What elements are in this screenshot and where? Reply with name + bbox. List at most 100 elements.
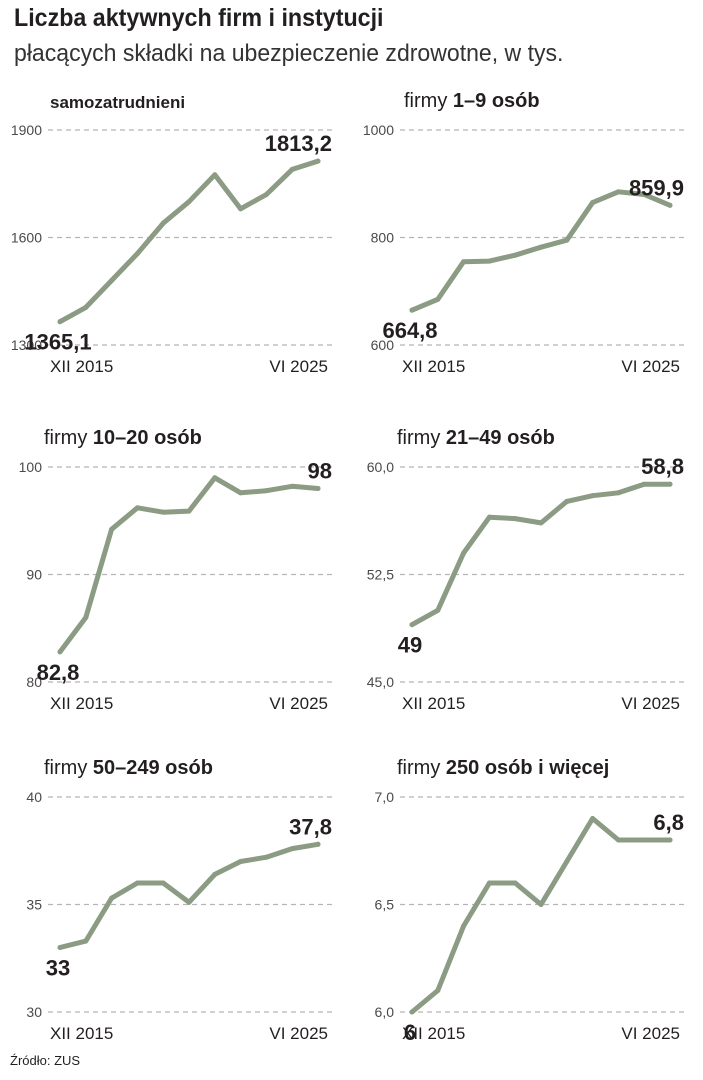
data-point <box>315 486 321 491</box>
data-point <box>134 880 140 886</box>
data-point <box>538 520 544 526</box>
data-point <box>667 481 673 487</box>
panel-title-prefix: firmy <box>44 427 93 449</box>
data-point <box>263 192 269 197</box>
data-point <box>461 923 467 929</box>
y-tick-label: 800 <box>371 230 395 246</box>
panel-samozatrudnieni: samozatrudnieni 1300 1600 1900 1365,1 1813,2… <box>0 90 345 380</box>
y-tick-label: 80 <box>26 674 42 690</box>
data-point <box>667 837 673 843</box>
data-point <box>289 166 295 172</box>
last-value-label: 859,9 <box>629 175 684 200</box>
y-tick-label: 1900 <box>11 122 42 138</box>
data-point <box>238 490 244 496</box>
data-point <box>486 514 492 520</box>
panel-firmy-50-249: firmy 50–249 osób 30 35 40 33 37,8 XII 2015 VI… <box>0 757 345 1047</box>
panel-title-prefix: firmy <box>404 90 453 112</box>
data-point <box>186 508 192 514</box>
data-point <box>212 871 218 877</box>
first-value-label: 49 <box>398 633 422 658</box>
data-point <box>289 483 295 489</box>
data-point <box>134 251 140 257</box>
panel-title-bold: 1–9 osób <box>452 90 540 112</box>
panel-title: firmy 10–20 osób <box>44 427 202 450</box>
y-tick-label: 7,0 <box>375 789 395 805</box>
first-value-label: 664,8 <box>382 318 437 343</box>
data-point <box>538 902 544 907</box>
panel-title-bold: 10–20 osób <box>92 427 202 449</box>
last-value-label: 1813,2 <box>265 131 332 156</box>
y-tick-label: 90 <box>26 567 42 583</box>
data-point <box>57 945 63 950</box>
panel-title-prefix: firmy <box>397 427 446 449</box>
data-point <box>238 206 244 212</box>
data-point <box>83 615 89 620</box>
y-tick-label: 1300 <box>11 337 42 353</box>
data-point <box>615 837 621 843</box>
last-value-label: 37,8 <box>289 814 332 839</box>
series-line <box>57 158 321 325</box>
data-point <box>641 481 647 487</box>
y-tick-label: 1600 <box>11 230 42 246</box>
panel-title-prefix: firmy <box>397 757 446 779</box>
panel-firmy-250-plus: firmy 250 osób i więcej 6,0 6,5 7,0 6 6,8 XII… <box>352 757 697 1047</box>
line-chart: 6,0 6,5 7,0 6 6,8 XII 2015 VI 2025 <box>375 789 687 1045</box>
x-end-label: VI 2025 <box>269 1024 328 1043</box>
line-chart: 30 35 40 33 37,8 XII 2015 VI 2025 <box>26 789 335 1043</box>
series-line <box>57 841 321 950</box>
panel-firmy-10-20: firmy 10–20 osób 80 90 100 82,8 98 XII 2015 VI… <box>0 427 345 717</box>
data-point <box>512 516 518 522</box>
x-end-label: VI 2025 <box>269 357 328 376</box>
x-start-label: XII 2015 <box>50 357 113 376</box>
y-tick-label: 35 <box>26 897 42 913</box>
x-start-label: XII 2015 <box>50 694 113 713</box>
data-point <box>615 189 621 195</box>
data-point <box>538 244 544 250</box>
first-value-label: 1365,1 <box>24 330 91 355</box>
x-start-label: XII 2015 <box>402 694 465 713</box>
last-value-label: 6,8 <box>653 810 684 835</box>
data-point <box>57 319 63 325</box>
source-note: Źródło: ZUS <box>10 1053 81 1068</box>
series-line <box>409 189 673 313</box>
last-value-label: 98 <box>308 459 332 484</box>
y-tick-label: 1000 <box>363 122 394 138</box>
data-point <box>109 526 115 532</box>
y-tick-label: 600 <box>371 337 395 353</box>
panel-title-prefix: firmy <box>44 757 93 779</box>
series-line <box>57 475 321 655</box>
panel-title: firmy 50–249 osób <box>44 757 213 780</box>
line-chart: 45,0 52,5 60,0 49 58,8 XII 2015 VI 2025 <box>367 454 687 713</box>
data-point <box>238 859 244 864</box>
data-point <box>409 307 415 313</box>
data-point <box>134 505 140 511</box>
data-point <box>564 237 570 243</box>
data-point <box>615 490 621 496</box>
chart-subtitle: płacących składki na ubezpieczenie zdrow… <box>14 40 564 67</box>
data-point <box>512 880 518 886</box>
series-line <box>409 816 673 1015</box>
x-end-label: VI 2025 <box>621 694 680 713</box>
data-point <box>263 488 269 494</box>
last-value-label: 58,8 <box>641 454 684 479</box>
chart-title: Liczba aktywnych firm i instytucji <box>14 4 384 32</box>
y-tick-label: 40 <box>26 789 42 805</box>
line-chart: 1300 1600 1900 1365,1 1813,2 XII 2015 VI 2025 <box>11 122 335 376</box>
x-start-label: XII 2015 <box>50 1024 113 1043</box>
line-chart: 600 800 1000 664,8 859,9 XII 2015 VI 2025 <box>363 122 687 376</box>
data-point <box>667 202 673 208</box>
data-point <box>512 252 518 258</box>
data-point <box>160 509 166 515</box>
y-tick-label: 6,5 <box>375 897 395 913</box>
data-point <box>590 816 596 821</box>
y-tick-label: 52,5 <box>367 567 394 583</box>
data-point <box>109 278 115 283</box>
data-point <box>83 938 89 944</box>
data-point <box>109 895 115 901</box>
y-tick-label: 6,0 <box>375 1004 395 1020</box>
data-point <box>461 550 467 556</box>
data-point <box>641 192 647 197</box>
data-point <box>486 258 492 264</box>
first-value-label: 82,8 <box>37 660 80 685</box>
y-tick-label: 30 <box>26 1004 42 1020</box>
